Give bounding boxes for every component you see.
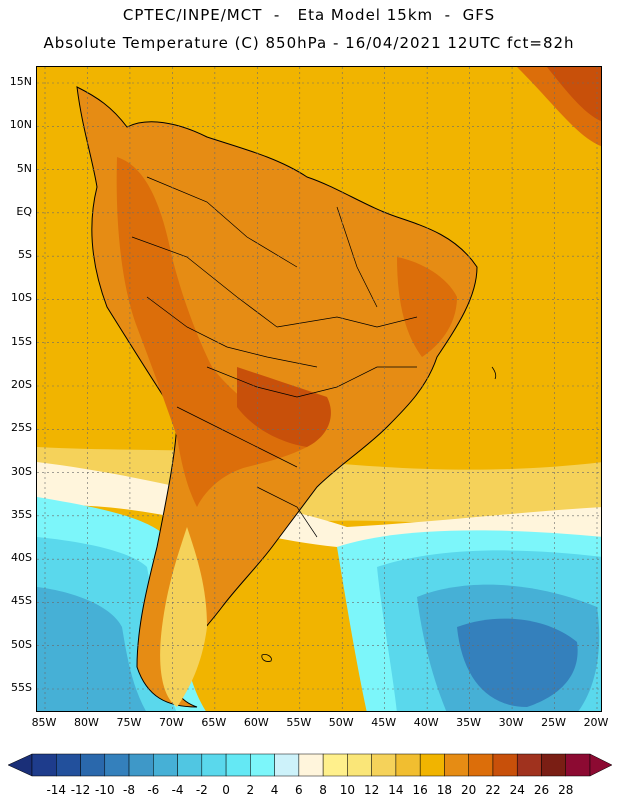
- colorbar-tick-label: -10: [94, 783, 115, 797]
- colorbar-segment: [128, 753, 154, 777]
- latitude-label: 40S: [11, 551, 32, 565]
- latitude-label: 50S: [11, 637, 32, 651]
- longitude-label: 85W: [31, 716, 57, 729]
- colorbar-tick-label: 24: [509, 783, 525, 797]
- colorbar-segment: [298, 753, 324, 777]
- pacific-colder-zone: [37, 587, 146, 711]
- longitude-label: 55W: [286, 716, 312, 729]
- colorbar-tick-label: 10: [339, 783, 356, 797]
- latitude-label: 25S: [11, 421, 32, 435]
- longitude-label: 80W: [74, 716, 99, 729]
- colorbar-segment: [444, 753, 469, 777]
- colorbar-segment: [419, 753, 445, 777]
- colorbar-tick-label: 18: [436, 783, 453, 797]
- longitude-label: 45W: [371, 716, 397, 729]
- colorbar-tick-label: -6: [147, 783, 160, 797]
- colorbar-tick-label: -2: [195, 783, 208, 797]
- colorbar-segment: [177, 753, 203, 777]
- patagonia-land: [160, 527, 207, 707]
- warm-core-northeast-inner: [547, 67, 601, 122]
- colorbar-segment: [322, 753, 348, 777]
- longitude-label: 30W: [498, 716, 524, 729]
- colorbar-tick-label: 4: [270, 783, 279, 797]
- colorbar-segment: [541, 753, 566, 777]
- longitude-label: 70W: [158, 716, 184, 729]
- latitude-label: 45S: [11, 594, 32, 608]
- colorbar-tick-label: -14: [46, 783, 67, 797]
- colorbar-segment: [565, 753, 591, 777]
- longitude-label: 75W: [116, 716, 142, 729]
- colorbar-segment: [395, 753, 421, 777]
- colorbar-tick-label: 8: [319, 783, 327, 797]
- colorbar-segment: [153, 753, 178, 777]
- country-borders: [131, 176, 418, 538]
- longitude-label: 20W: [583, 716, 609, 729]
- latitude-label: 30S: [11, 464, 32, 478]
- falklands-outline: [261, 654, 272, 662]
- latitude-label: 10S: [11, 291, 32, 305]
- colorbar-segment: [274, 753, 300, 777]
- central-warm-core: [237, 367, 331, 447]
- colorbar-segment: [201, 753, 227, 777]
- longitude-label: 65W: [201, 716, 227, 729]
- colorbar-tick-label: 0: [222, 783, 230, 797]
- colorbar-segment: [56, 753, 81, 777]
- colorbar-tick-label: 28: [558, 783, 574, 797]
- colorbar-tick-label: 26: [533, 783, 550, 797]
- latitude-label: 10N: [9, 118, 32, 132]
- latitude-label: 15N: [9, 75, 32, 88]
- longitude-label: 25W: [541, 716, 566, 729]
- colorbar-tick-label: 6: [295, 783, 303, 797]
- colorbar-segment: [31, 753, 57, 777]
- colorbar-segment: [371, 753, 397, 777]
- colorbar-segment: [80, 753, 106, 777]
- colorbar-segment: [104, 753, 130, 777]
- colorbar-segment: [492, 753, 518, 777]
- color-scale-bar: [7, 753, 613, 777]
- atlantic-coldest-core: [457, 618, 578, 707]
- latitude-label: 55S: [11, 681, 32, 694]
- longitude-label: 35W: [456, 716, 482, 729]
- colorbar-tick-label: 22: [485, 783, 501, 797]
- colorbar-tick-label: 20: [461, 783, 477, 797]
- colorbar-tick-label: -12: [70, 783, 91, 797]
- latitude-label: 5N: [16, 161, 32, 175]
- colorbar-tick-label: 14: [388, 783, 404, 797]
- colorbar-segment: [516, 753, 542, 777]
- colorbar-segment: [468, 753, 494, 777]
- colorbar-high-arrow: [589, 753, 613, 777]
- colorbar-tick-label: 16: [412, 783, 428, 797]
- map-canvas: [37, 67, 601, 711]
- colorbar-segment: [347, 753, 372, 777]
- latitude-label: 15S: [11, 334, 32, 348]
- latitude-label: 20S: [11, 378, 32, 391]
- temperature-map: [36, 66, 602, 712]
- latitude-label: EQ: [16, 204, 32, 218]
- colorbar-tick-label: 12: [364, 783, 380, 797]
- map-title-line-1: CPTEC/INPE/MCT - Eta Model 15km - GFS: [122, 6, 496, 24]
- colorbar-low-arrow: [7, 753, 33, 777]
- lat-lon-grid: [37, 67, 601, 711]
- colorbar-segment: [250, 753, 275, 777]
- longitude-label: 50W: [328, 716, 354, 729]
- longitude-label: 40W: [413, 716, 439, 729]
- latitude-label: 35S: [11, 507, 32, 521]
- colorbar-tick-label: 2: [246, 783, 255, 797]
- pale-band: [37, 462, 601, 547]
- longitude-label: 60W: [243, 716, 269, 729]
- colorbar-tick-label: -8: [123, 783, 136, 797]
- latitude-label: 5S: [18, 248, 32, 262]
- island-outline: [491, 366, 497, 380]
- colorbar-segment: [225, 753, 251, 777]
- map-title-line-2: Absolute Temperature (C) 850hPa - 16/04/…: [43, 34, 575, 52]
- colorbar-tick-label: -4: [171, 783, 184, 797]
